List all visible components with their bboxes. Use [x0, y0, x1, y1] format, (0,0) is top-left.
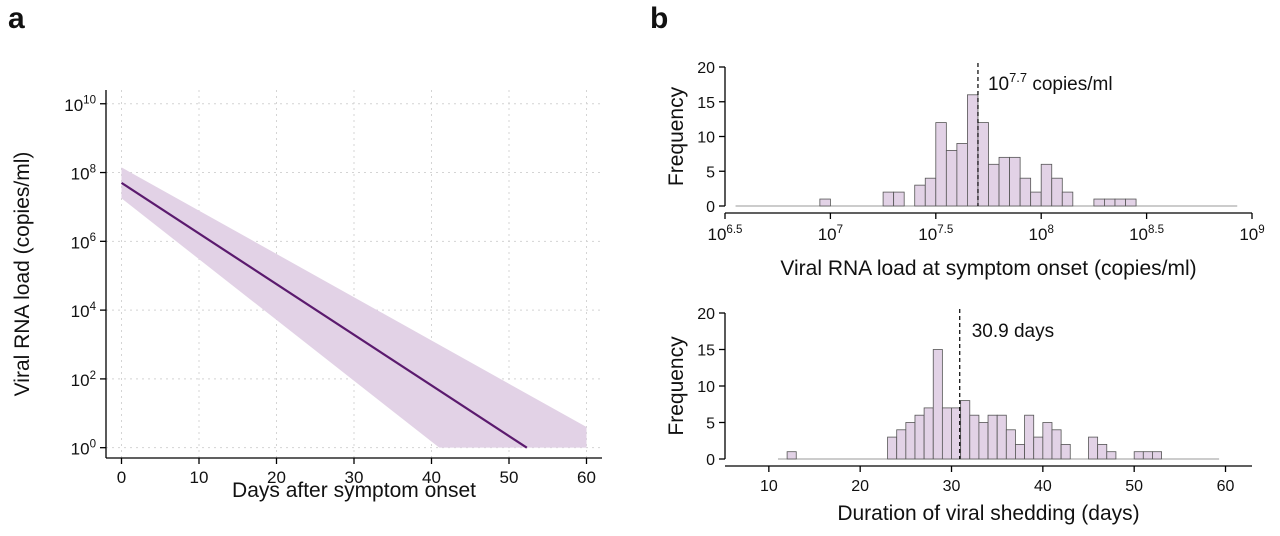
- hist-bottom-y-tick-label-10: 10: [697, 379, 715, 396]
- hist-bottom-x-tick-label-40: 40: [1034, 478, 1052, 495]
- hist-top-bar: [1030, 191, 1042, 207]
- hist-top-bar: [998, 156, 1010, 207]
- hist-top-bar: [1009, 156, 1021, 207]
- y-tick-label-0: 100: [71, 439, 96, 459]
- hist-top-x-axis-title: Viral RNA load at symptom onset (copies/…: [780, 257, 1196, 280]
- x-tick-label-30: 30: [345, 468, 364, 487]
- hist-bottom-bar: [987, 414, 998, 460]
- hist-bottom-bar: [1015, 443, 1025, 460]
- x-tick-label-40: 40: [422, 468, 441, 487]
- x-tick-label-20: 20: [267, 468, 286, 487]
- hist-top-y-tick-label-20: 20: [697, 60, 715, 77]
- y-tick-label-2: 102: [71, 370, 96, 390]
- y-tick-label-10: 1010: [64, 95, 96, 115]
- hist-bottom-y-tick-label-5: 5: [706, 416, 715, 433]
- hist-bottom-median-label: 30.9 days: [972, 321, 1054, 342]
- hist-bottom-bar: [960, 400, 971, 460]
- hist-bottom-bar: [941, 407, 952, 460]
- hist-bottom-bar: [905, 422, 916, 460]
- hist-top-bar: [945, 149, 958, 207]
- hist-top-x-tick-label-6.5: 106.5: [708, 224, 743, 244]
- hist-top-bar: [977, 122, 989, 207]
- hist-top-y-tick-label-0: 0: [706, 199, 715, 216]
- hist-bottom-bar: [1051, 429, 1062, 460]
- hist-bottom-x-tick-label-20: 20: [851, 478, 869, 495]
- hist-bottom-bar: [786, 451, 797, 460]
- hist-bottom-bar: [969, 414, 980, 460]
- hist-bottom-bar: [1142, 451, 1153, 460]
- hist-top-bar: [893, 191, 905, 207]
- hist-bottom-x-tick-label-30: 30: [943, 478, 961, 495]
- hist-top-bar: [1019, 177, 1032, 207]
- hist-bottom-x-tick-label-10: 10: [760, 478, 778, 495]
- hist-bottom-bar: [887, 436, 898, 460]
- x-tick-label-60: 60: [577, 468, 596, 487]
- hist-top-y-tick-label-5: 5: [706, 164, 715, 181]
- x-tick-label-0: 0: [117, 468, 126, 487]
- hist-bottom-bar: [1033, 436, 1044, 460]
- hist-top-y-axis-title: Frequency: [665, 86, 688, 186]
- hist-bottom-x-tick-label-50: 50: [1125, 478, 1143, 495]
- x-axis-title-a: Days after symptom onset: [232, 479, 476, 502]
- hist-bottom-bar: [996, 414, 1007, 460]
- panel-letter-b: b: [650, 2, 669, 35]
- hist-bottom-bar: [1097, 443, 1108, 460]
- hist-bottom-y-tick-label-15: 15: [697, 343, 715, 360]
- hist-top-x-tick-label-8.5: 108.5: [1129, 224, 1164, 244]
- hist-top-bar: [967, 94, 979, 207]
- hist-bottom-y-axis-title: Frequency: [665, 336, 688, 436]
- y-axis-title-a: Viral RNA load (copies/ml): [11, 152, 34, 397]
- viral-load-line: [120, 181, 528, 449]
- hist-top-bar: [1114, 198, 1126, 207]
- panel-letter-a: a: [8, 2, 25, 35]
- hist-bottom-bar: [1152, 451, 1162, 460]
- hist-top-y-tick-label-15: 15: [697, 95, 715, 112]
- x-tick-label-50: 50: [500, 468, 519, 487]
- hist-bottom-bar: [896, 429, 907, 460]
- hist-top-bar: [1061, 191, 1074, 207]
- hist-bottom-x-axis-title: Duration of viral shedding (days): [837, 502, 1139, 525]
- hist-top-x-tick-label-8: 108: [1029, 224, 1054, 244]
- hist-top-bar: [924, 177, 937, 207]
- hist-top-x-tick-label-7: 107: [818, 224, 843, 244]
- hist-top-bar: [956, 143, 968, 207]
- hist-bottom-y-tick-label-0: 0: [706, 452, 715, 469]
- y-tick-label-8: 108: [71, 163, 96, 183]
- hist-bottom-bar: [1024, 414, 1035, 460]
- hist-top-bar: [1051, 177, 1063, 207]
- hist-top-bar: [819, 198, 831, 207]
- hist-bottom-bar: [1106, 451, 1117, 460]
- hist-bottom-bar: [1133, 451, 1144, 460]
- hist-bottom-bar: [932, 349, 943, 460]
- hist-top-bar: [1104, 198, 1116, 207]
- confidence-band: [121, 167, 587, 448]
- y-tick-label-4: 104: [71, 301, 97, 321]
- hist-bottom-bar: [1042, 422, 1053, 460]
- hist-top-y-tick-label-10: 10: [697, 130, 715, 147]
- hist-bottom-bar: [1005, 429, 1016, 460]
- hist-bottom-bar: [1088, 436, 1099, 460]
- hist-top-bar: [1040, 163, 1053, 207]
- x-tick-label-10: 10: [190, 468, 209, 487]
- hist-top-bar: [935, 122, 947, 207]
- hist-top-x-tick-label-9: 109: [1239, 224, 1264, 244]
- hist-top-bar: [882, 191, 895, 207]
- hist-top-bar: [988, 163, 1000, 207]
- hist-top-bar: [1125, 198, 1137, 207]
- hist-top-x-tick-label-7.5: 107.5: [918, 224, 953, 244]
- hist-bottom-bar: [1060, 443, 1071, 460]
- hist-top-median-label: 107.7 copies/ml: [988, 70, 1113, 95]
- hist-bottom-bar: [978, 422, 989, 460]
- hist-bottom-bar: [923, 407, 934, 460]
- hist-top-bar: [1093, 198, 1105, 207]
- hist-bottom-bar: [914, 414, 925, 460]
- hist-bottom-y-tick-label-20: 20: [697, 306, 715, 323]
- y-tick-label-6: 106: [71, 232, 96, 252]
- hist-bottom-x-tick-label-60: 60: [1217, 478, 1235, 495]
- hist-top-bar: [914, 184, 926, 207]
